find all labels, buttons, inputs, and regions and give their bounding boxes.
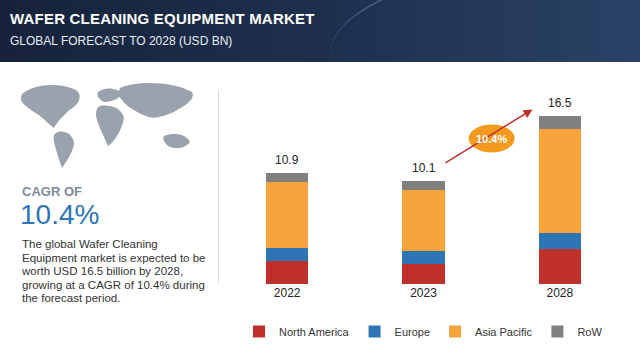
- html-text:GLOBAL FORECAST TO 2028 (USD B: GLOBAL FORECAST TO 2028 (USD BN): [10, 34, 233, 48]
- svg-text:Asia Pacific: Asia Pacific: [475, 326, 532, 338]
- svg-text:16.5: 16.5: [548, 96, 572, 110]
- svg-text:2022: 2022: [274, 286, 301, 300]
- html-text:10.4%: 10.4%: [20, 199, 100, 230]
- html-text:The global Wafer Cleaning Equi: The global Wafer Cleaning Equipment mark…: [22, 238, 206, 304]
- svg-text:North America: North America: [279, 326, 350, 338]
- svg-text:2023: 2023: [410, 286, 437, 300]
- svg-text:RoW: RoW: [577, 326, 602, 338]
- svg-text:Europe: Europe: [395, 326, 430, 338]
- svg-text:2028: 2028: [546, 286, 573, 300]
- svg-text:10.1: 10.1: [412, 161, 436, 175]
- html-text:CAGR OF: CAGR OF: [22, 184, 82, 199]
- html-text:WAFER CLEANING EQUIPMENT MARKE: WAFER CLEANING EQUIPMENT MARKET: [10, 10, 315, 27]
- svg-text:10.4%: 10.4%: [476, 133, 507, 145]
- svg-text:10.9: 10.9: [275, 153, 299, 167]
